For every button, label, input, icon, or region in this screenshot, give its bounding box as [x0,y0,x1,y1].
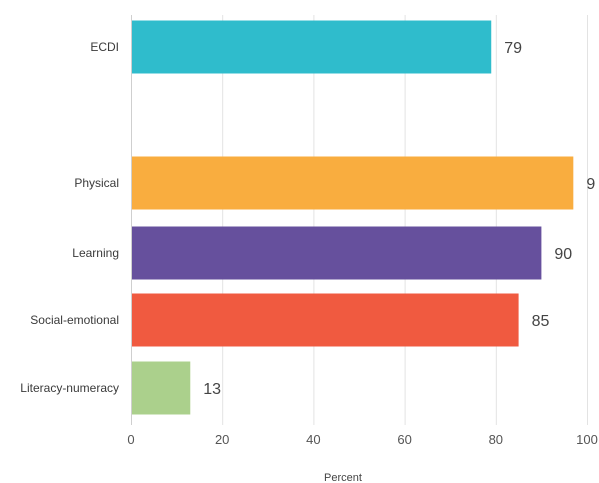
data-labels: 79 9 90 85 13 [203,40,595,398]
x-tick-label: 0 [127,432,134,447]
category-labels: ECDI Physical Learning Social-emotional Lite… [20,40,119,395]
data-label: 13 [203,381,221,398]
x-axis-title: Percent [324,472,362,483]
x-tick-label: 60 [397,432,411,447]
bar-physical [132,156,574,210]
x-tick-labels: 0 20 40 60 80 100 [127,432,597,447]
x-tick-label: 40 [306,432,320,447]
category-label: Physical [74,176,119,190]
bar-literacy-numeracy [132,361,191,415]
category-label: ECDI [90,40,119,54]
category-label: Social-emotional [30,313,119,327]
x-tick-label: 100 [576,432,598,447]
data-label: 79 [504,40,522,57]
bar-learning [132,226,542,280]
bar-ecdi [132,20,492,74]
bars [132,20,574,415]
category-label: Learning [72,246,119,260]
gridlines [131,15,588,425]
category-label: Literacy-numeracy [20,381,119,395]
data-label: 85 [532,313,550,330]
data-label: 90 [554,246,572,263]
bar-social-emotional [132,293,519,347]
x-tick-label: 20 [215,432,229,447]
x-tick-label: 80 [489,432,503,447]
data-label: 9 [586,176,595,193]
